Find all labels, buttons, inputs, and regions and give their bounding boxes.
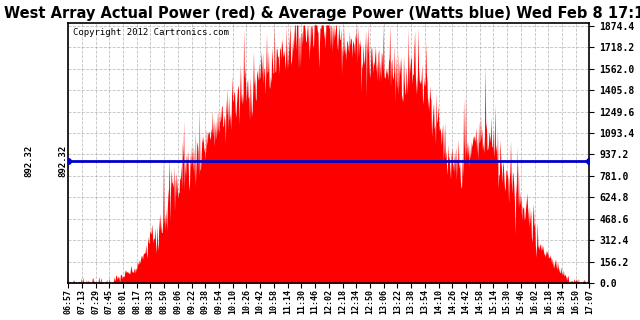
- Text: 892.32: 892.32: [25, 145, 34, 177]
- Text: Copyright 2012 Cartronics.com: Copyright 2012 Cartronics.com: [74, 28, 229, 37]
- Text: 892.32: 892.32: [59, 145, 68, 177]
- Title: West Array Actual Power (red) & Average Power (Watts blue) Wed Feb 8 17:19: West Array Actual Power (red) & Average …: [4, 5, 640, 20]
